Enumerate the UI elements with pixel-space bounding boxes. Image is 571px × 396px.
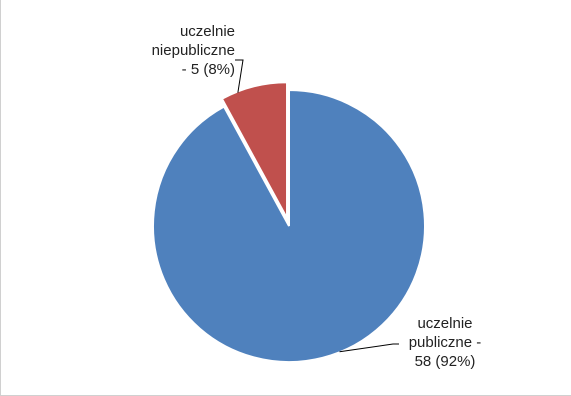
leader-lines	[235, 59, 399, 353]
label-line: uczelnie	[417, 315, 473, 332]
pie-slices	[152, 81, 426, 363]
slice-label-niepubliczne: uczelnie niepubliczne - 5 (8%)	[119, 22, 235, 79]
label-line: 58 (92%)	[414, 353, 476, 370]
label-line: niepubliczne	[151, 42, 235, 59]
label-line: - 5 (8%)	[181, 61, 235, 78]
slice-label-publiczne: uczelnie publiczne - 58 (92%)	[395, 314, 495, 371]
label-line: uczelnie	[179, 23, 235, 40]
pie-slice-niepubliczne	[220, 81, 289, 219]
label-line: publiczne -	[408, 334, 482, 351]
leader-line-niepubliczne	[235, 59, 244, 93]
pie-slice-publiczne	[152, 88, 426, 363]
leader-line-publiczne	[339, 343, 399, 353]
